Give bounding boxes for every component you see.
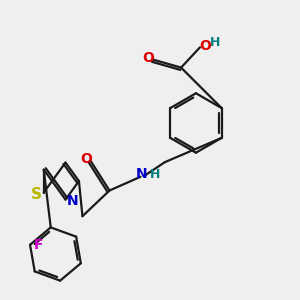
Text: H: H [150, 167, 160, 181]
Text: O: O [199, 39, 211, 53]
Text: O: O [142, 51, 154, 65]
Text: F: F [34, 238, 43, 252]
Text: O: O [80, 152, 92, 166]
Text: H: H [210, 36, 220, 49]
Text: S: S [31, 187, 42, 202]
Text: N: N [67, 194, 79, 208]
Text: N: N [136, 167, 147, 181]
